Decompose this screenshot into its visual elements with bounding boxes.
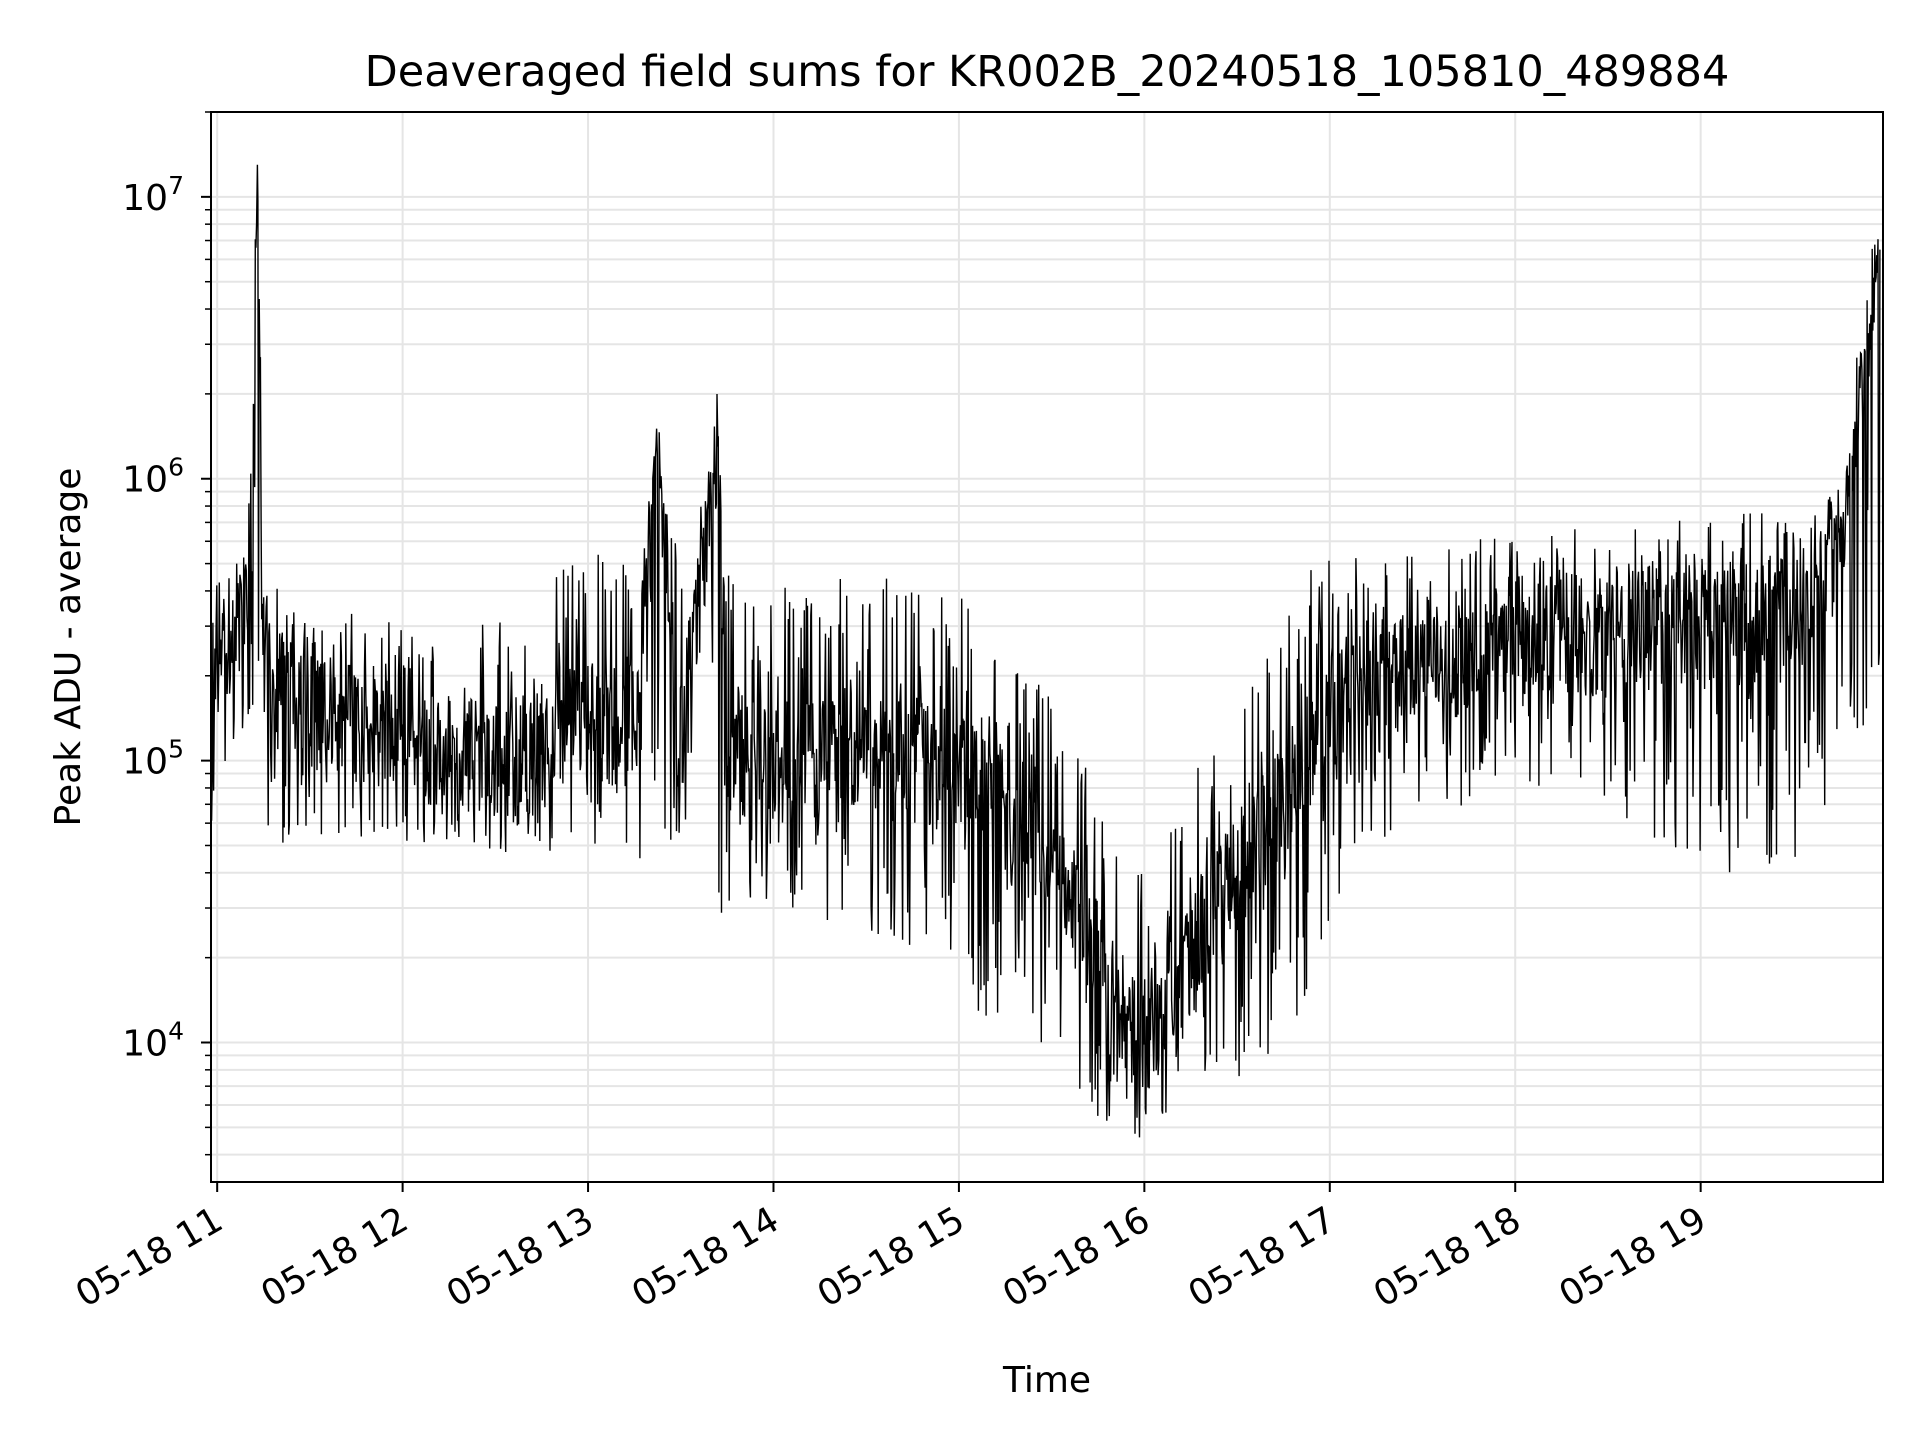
x-tick-label: 05-18 16 xyxy=(996,1199,1157,1315)
x-tick-label: 05-18 13 xyxy=(440,1199,601,1315)
y-tick-label: 107 xyxy=(122,171,184,219)
x-tick-label: 05-18 19 xyxy=(1552,1199,1713,1315)
x-tick-label: 05-18 12 xyxy=(254,1199,415,1315)
x-axis: 05-18 11 05-18 12 05-18 13 05-18 14 05-18 15… xyxy=(69,1182,1713,1316)
plot-frame xyxy=(210,111,1884,1183)
y-tick-label: 104 xyxy=(122,1017,184,1065)
chart-title: Deaveraged field sums for KR002B_2024051… xyxy=(365,47,1730,97)
x-tick-label: 05-18 11 xyxy=(69,1199,230,1315)
x-axis-label: Time xyxy=(1002,1360,1091,1401)
x-tick-label: 05-18 15 xyxy=(811,1199,972,1315)
series-layer xyxy=(210,164,1881,1138)
y-tick-label: 105 xyxy=(122,735,184,783)
x-tick-label: 05-18 14 xyxy=(625,1199,786,1315)
y-tick-label: 106 xyxy=(122,453,184,501)
y-axis: 104 105 106 107 xyxy=(122,111,211,1156)
series-line xyxy=(210,164,1881,1138)
x-tick-label: 05-18 18 xyxy=(1367,1199,1528,1315)
x-tick-label: 05-18 17 xyxy=(1182,1199,1343,1315)
y-axis-label: Peak ADU - average xyxy=(48,468,89,827)
